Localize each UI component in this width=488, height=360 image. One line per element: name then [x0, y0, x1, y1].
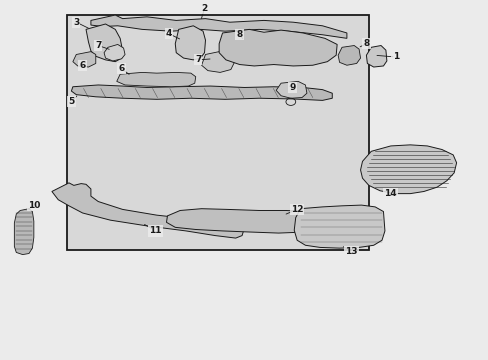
Text: 6: 6 [118, 64, 124, 73]
Text: 11: 11 [149, 226, 162, 235]
Polygon shape [337, 45, 360, 65]
Text: 9: 9 [288, 83, 295, 92]
Text: 8: 8 [363, 39, 369, 48]
Polygon shape [86, 24, 122, 62]
Polygon shape [14, 209, 34, 255]
Text: 4: 4 [165, 29, 172, 38]
Polygon shape [175, 26, 205, 60]
Text: 12: 12 [290, 205, 303, 214]
Polygon shape [360, 145, 456, 194]
Polygon shape [366, 45, 386, 67]
Text: 6: 6 [80, 61, 85, 70]
FancyBboxPatch shape [66, 15, 368, 250]
Polygon shape [276, 81, 306, 98]
Text: 10: 10 [28, 201, 40, 210]
Text: 7: 7 [195, 55, 201, 64]
Polygon shape [201, 51, 234, 72]
Polygon shape [71, 85, 331, 100]
Text: 3: 3 [73, 18, 79, 27]
Text: 13: 13 [345, 247, 357, 256]
Polygon shape [219, 30, 336, 66]
Polygon shape [52, 183, 243, 238]
Text: 1: 1 [392, 53, 398, 62]
Text: 5: 5 [68, 97, 74, 106]
Polygon shape [117, 72, 195, 87]
Text: 8: 8 [236, 30, 242, 39]
Polygon shape [166, 209, 331, 233]
Text: 14: 14 [384, 189, 396, 198]
Text: 7: 7 [95, 41, 101, 50]
Text: 2: 2 [201, 4, 207, 13]
Polygon shape [91, 15, 346, 39]
Polygon shape [294, 205, 384, 248]
Polygon shape [73, 51, 96, 67]
Polygon shape [104, 44, 125, 61]
